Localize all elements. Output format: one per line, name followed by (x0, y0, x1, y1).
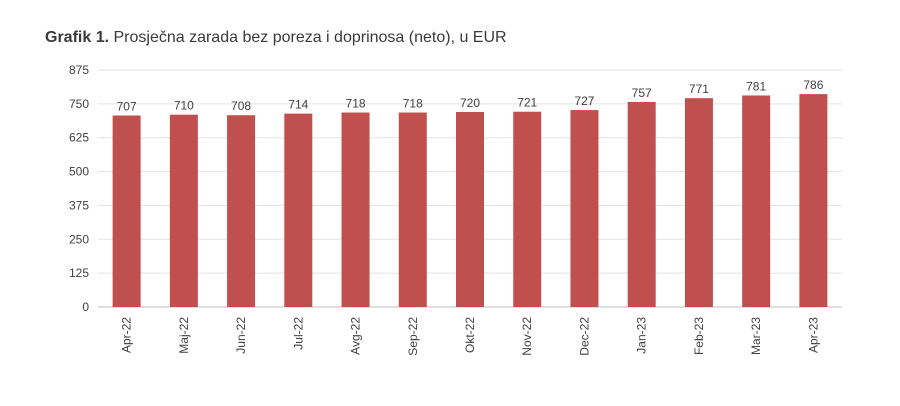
bar (570, 110, 599, 308)
data-label: 720 (460, 96, 480, 110)
y-tick-label: 375 (69, 198, 89, 212)
x-tick-label: Jan-23 (635, 317, 649, 354)
bar (742, 95, 771, 307)
bar (456, 111, 484, 308)
data-label: 714 (288, 98, 308, 112)
y-tick-label: 500 (69, 165, 89, 179)
data-label: 707 (117, 100, 137, 114)
x-tick-label: Avg-22 (349, 317, 363, 355)
y-tick-label: 875 (69, 63, 89, 77)
x-tick-label: Sep-22 (406, 317, 420, 356)
data-label: 721 (517, 96, 537, 110)
bar (227, 115, 256, 307)
bar (169, 114, 198, 307)
data-label: 718 (403, 97, 423, 111)
data-labels: 707 710 708 714 718 718 720 721 727 757 771 781 786 (117, 78, 824, 113)
x-tick-label: Maj-22 (177, 317, 191, 354)
bar (627, 101, 656, 307)
data-label: 718 (346, 97, 366, 111)
data-label: 757 (632, 86, 652, 100)
bar (341, 112, 370, 308)
x-tick-label: Feb-23 (692, 317, 706, 355)
bar (799, 94, 828, 307)
bars (112, 94, 828, 308)
y-tick-label: 250 (69, 232, 89, 246)
data-label: 771 (689, 82, 709, 96)
x-tick-label: Dec-22 (577, 317, 591, 356)
x-tick-label: Apr-22 (120, 317, 134, 353)
x-axis: Apr-22 Maj-22 Jun-22 Jul-22 Avg-22 Sep-22 Okt-… (120, 317, 821, 356)
x-tick-label: Jun-22 (234, 317, 248, 354)
x-tick-label: Apr-23 (806, 317, 820, 353)
y-axis: 0 125 250 375 500 625 750 875 (69, 63, 89, 314)
bar (112, 115, 141, 307)
chart-title-text: Prosječna zarada bez poreza i doprinosa … (113, 29, 507, 46)
data-label: 708 (231, 99, 251, 113)
data-label: 727 (574, 94, 594, 108)
bar (398, 112, 427, 308)
y-tick-label: 625 (69, 131, 89, 145)
x-tick-label: Okt-22 (463, 317, 477, 353)
x-tick-label: Nov-22 (520, 317, 534, 356)
data-label: 786 (803, 78, 823, 92)
x-tick-label: Jul-22 (291, 317, 305, 350)
data-label: 710 (174, 99, 194, 113)
x-tick-label: Mar-23 (749, 317, 763, 355)
chart-title-prefix: Grafik 1. (45, 29, 110, 46)
y-tick-label: 0 (82, 300, 89, 314)
data-label: 781 (746, 79, 766, 93)
bar (684, 98, 713, 307)
y-tick-label: 750 (69, 97, 89, 111)
bar (284, 113, 313, 307)
y-tick-label: 125 (69, 266, 89, 280)
bar (513, 111, 542, 307)
gridlines (98, 69, 842, 308)
chart-title: Grafik 1. Prosječna zarada bez poreza i … (45, 29, 507, 47)
